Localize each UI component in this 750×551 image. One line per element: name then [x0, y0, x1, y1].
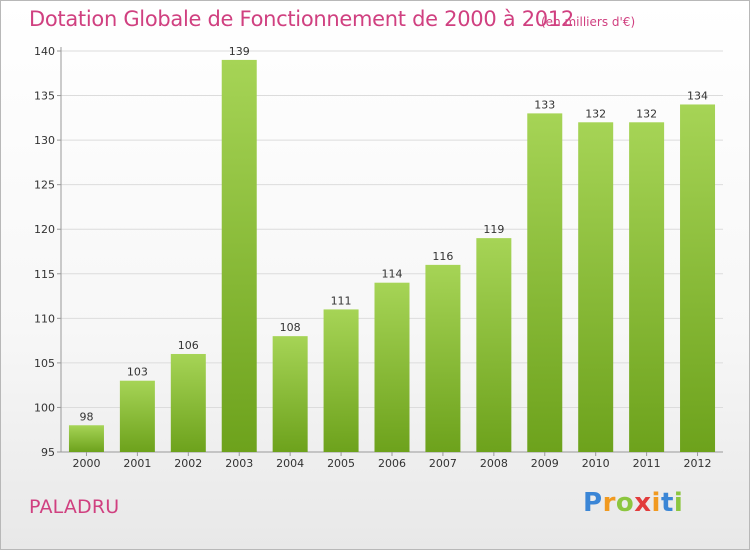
- proxiti-logo: Proxiti: [583, 488, 683, 518]
- logo-letter: o: [615, 488, 635, 518]
- logo-letter: i: [673, 488, 684, 518]
- data-label: 132: [636, 107, 657, 120]
- y-tick-label: 115: [34, 268, 55, 281]
- data-label: 106: [178, 339, 199, 352]
- data-label: 134: [687, 89, 708, 102]
- bar: [272, 336, 308, 452]
- bar: [527, 113, 563, 452]
- data-label: 139: [229, 45, 250, 58]
- x-tick-label: 2000: [72, 457, 100, 470]
- bar: [323, 309, 359, 452]
- logo-letter: r: [602, 488, 616, 518]
- data-labels: 98 103 106 139 108 111 114 116 119 133 132 132 134: [79, 45, 708, 423]
- bar: [170, 353, 206, 452]
- bar: [476, 238, 512, 452]
- bar: [119, 380, 155, 452]
- data-label: 108: [280, 321, 301, 334]
- x-tick-label: 2003: [225, 457, 253, 470]
- x-tick-label: 2007: [429, 457, 457, 470]
- data-label: 132: [585, 107, 606, 120]
- y-tick-label: 120: [34, 223, 55, 236]
- bar: [680, 104, 716, 452]
- logo-letter: t: [660, 488, 674, 518]
- x-tick-label: 2011: [633, 457, 661, 470]
- y-tick-label: 100: [34, 401, 55, 414]
- y-tick-label: 95: [41, 446, 55, 459]
- bar: [374, 282, 410, 452]
- x-tick-labels: 2000 2001 2002 2003 2004 2005 2006 2007 2008 2009…: [72, 457, 711, 470]
- bar: [425, 264, 461, 452]
- y-tick-label: 130: [34, 134, 55, 147]
- chart-title: Dotation Globale de Fonctionnement de 20…: [29, 7, 574, 31]
- bar: [629, 122, 665, 453]
- y-tick-label: 110: [34, 312, 55, 325]
- logo-letter: x: [634, 488, 652, 518]
- bars: [68, 59, 716, 453]
- logo-letter: i: [651, 488, 661, 518]
- data-label: 133: [534, 98, 555, 111]
- x-tick-label: 2010: [582, 457, 610, 470]
- chart-subtitle: (en milliers d'€): [541, 15, 636, 29]
- data-label: 103: [127, 366, 148, 379]
- x-tick-label: 2008: [480, 457, 508, 470]
- x-tick-label: 2012: [684, 457, 712, 470]
- y-tick-label: 105: [34, 357, 55, 370]
- data-label: 98: [79, 410, 93, 423]
- logo-letter: P: [583, 488, 603, 518]
- data-label: 114: [382, 268, 403, 281]
- x-tick-label: 2006: [378, 457, 406, 470]
- place-name: PALADRU: [29, 496, 120, 518]
- bar: [68, 425, 104, 452]
- x-tick-label: 2009: [531, 457, 559, 470]
- data-label: 111: [331, 294, 352, 307]
- x-tick-label: 2001: [123, 457, 151, 470]
- data-label: 116: [432, 250, 453, 263]
- x-tick-label: 2002: [174, 457, 202, 470]
- y-tick-label: 140: [34, 45, 55, 58]
- x-tick-label: 2005: [327, 457, 355, 470]
- x-tick-label: 2004: [276, 457, 304, 470]
- data-label: 119: [483, 223, 504, 236]
- bar: [578, 122, 614, 453]
- bar: [221, 59, 257, 453]
- y-tick-labels: 95 100 105 110 115 120 125 130 135 140: [34, 45, 55, 459]
- y-tick-label: 125: [34, 179, 55, 192]
- y-tick-label: 135: [34, 90, 55, 103]
